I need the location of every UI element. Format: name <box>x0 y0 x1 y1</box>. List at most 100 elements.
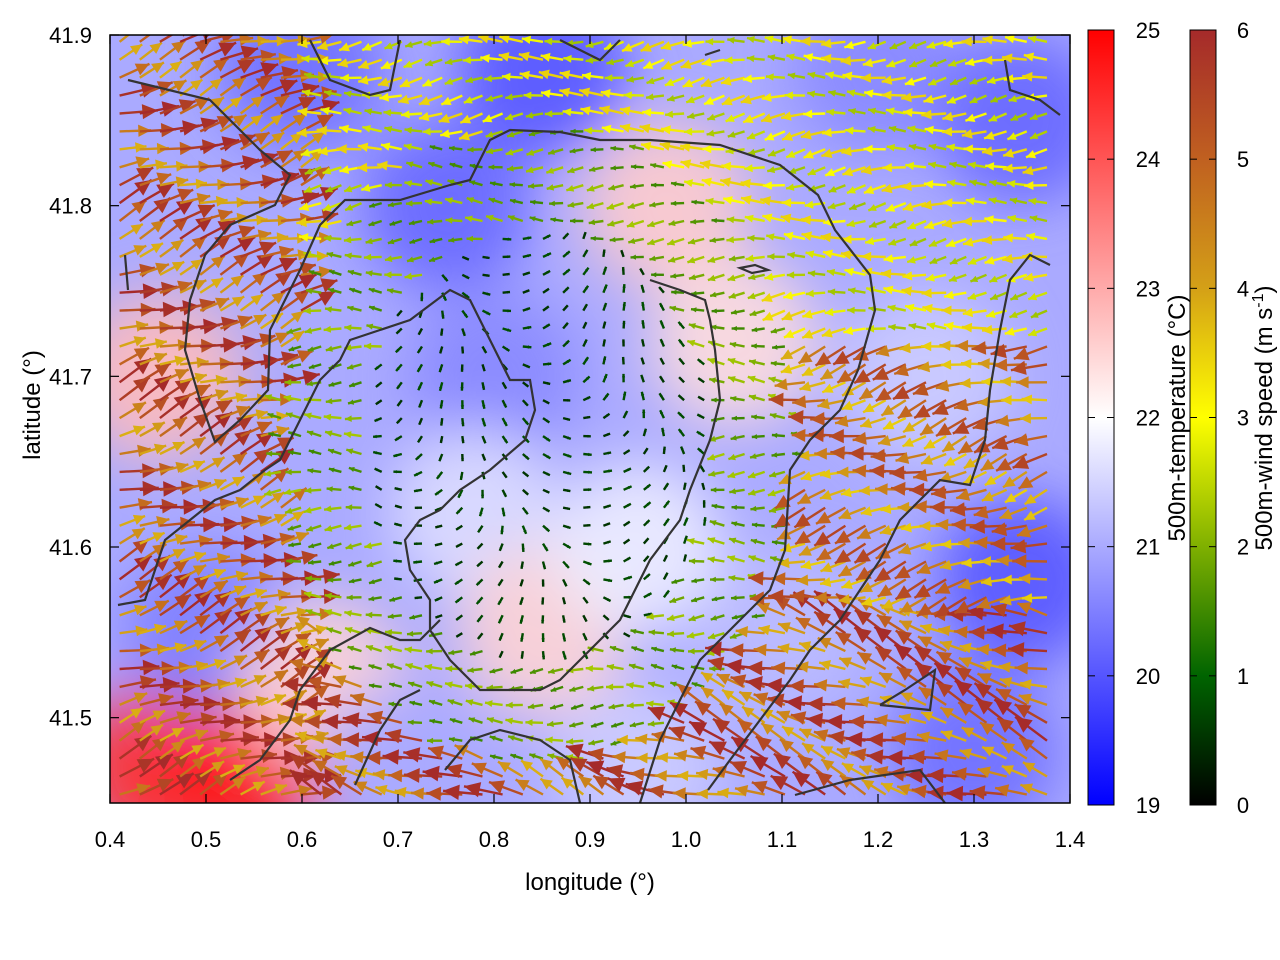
wind-arrow <box>448 237 463 243</box>
wind-arrow <box>523 91 544 100</box>
wind-arrow <box>507 215 524 223</box>
wind-arrow <box>476 632 484 640</box>
wind-arrow <box>387 237 403 245</box>
wind-arrow <box>460 382 464 391</box>
wind-arrow <box>538 69 564 80</box>
wind-arrow <box>542 417 551 424</box>
wind-arrow <box>353 780 383 796</box>
wind-arrow <box>550 685 564 693</box>
wind-arrow <box>438 453 444 462</box>
wind-arrow <box>368 287 383 294</box>
wind-arrow <box>497 578 504 587</box>
wind-arrow <box>219 628 252 653</box>
wind-arrow <box>481 364 486 372</box>
wind-arrow <box>219 763 246 778</box>
wind-arrow <box>346 594 362 601</box>
wind-arrow <box>334 765 362 778</box>
y-tick-label: 41.6 <box>49 535 92 560</box>
wind-arrow <box>422 127 443 136</box>
wind-arrow <box>159 739 186 760</box>
wind-arrow <box>179 755 207 778</box>
wind-arrow <box>289 769 322 796</box>
wind-arrow <box>199 478 227 491</box>
wind-arrow <box>507 735 524 742</box>
wind-arrow <box>562 506 571 511</box>
wind-arrow <box>482 112 504 123</box>
wind-arrow <box>159 368 190 384</box>
wind-arrow <box>394 577 402 581</box>
wind-arrow <box>260 232 289 243</box>
wind-arrow <box>303 506 322 514</box>
temperature-sample <box>110 291 243 462</box>
wind-arrow <box>501 399 508 409</box>
wind-arrow <box>300 113 334 133</box>
wind-arrow <box>200 374 228 386</box>
wind-arrow <box>407 719 423 726</box>
wind-arrow <box>388 701 402 707</box>
wind-arrow <box>481 399 486 409</box>
wind-arrow <box>303 307 322 315</box>
wind-arrow <box>562 232 570 240</box>
wind-arrow <box>393 470 402 474</box>
wind-arrow <box>519 614 524 625</box>
wind-arrow <box>325 398 342 405</box>
wind-arrow <box>366 323 382 330</box>
wind-arrow <box>338 124 362 134</box>
wind-arrow <box>139 693 174 707</box>
wind-arrow <box>542 234 552 240</box>
wind-arrow <box>406 630 423 637</box>
wind-arrow <box>489 181 503 187</box>
wind-arrow <box>445 217 463 224</box>
wind-arrow <box>368 578 383 585</box>
wind-arrow <box>348 485 362 491</box>
colorbar-tick-label: 6 <box>1237 18 1249 43</box>
wind-arrow <box>240 695 269 707</box>
wind-arrow <box>486 717 503 724</box>
wind-arrow <box>263 488 282 497</box>
colorbar-tick-label: 21 <box>1136 535 1160 560</box>
wind-arrow <box>460 400 465 410</box>
wind-arrow <box>219 295 245 312</box>
wind-arrow <box>464 215 483 223</box>
wind-arrow <box>159 440 186 456</box>
wind-arrow <box>501 417 508 427</box>
wind-arrow <box>461 417 465 427</box>
wind-arrow <box>435 614 443 619</box>
wind-arrow <box>501 345 511 352</box>
wind-arrow <box>404 272 423 280</box>
wind-arrow <box>529 199 544 205</box>
wind-arrow <box>260 270 293 294</box>
wind-arrow <box>542 470 551 477</box>
wind-arrow <box>522 289 530 294</box>
wind-arrow <box>368 305 383 312</box>
wind-arrow <box>476 560 484 568</box>
wind-arrow <box>118 199 147 222</box>
colorbar-tick-label: 1 <box>1237 664 1249 689</box>
wind-arrow <box>118 554 153 581</box>
wind-arrow <box>404 40 423 48</box>
wind-arrow <box>454 578 463 586</box>
wind-arrow <box>303 72 322 79</box>
wind-arrow <box>308 449 322 456</box>
wind-arrow <box>562 488 571 493</box>
wind-arrow <box>118 706 144 724</box>
wind-arrow <box>159 355 187 366</box>
wind-arrow <box>305 575 322 582</box>
wind-arrow <box>414 453 423 461</box>
wind-arrow <box>455 542 463 548</box>
y-tick-label: 41.7 <box>49 364 92 389</box>
x-axis-label: longitude (°) <box>525 869 655 896</box>
wind-arrow <box>562 452 572 459</box>
wind-arrow <box>448 649 463 656</box>
wind-arrow <box>348 287 362 294</box>
wind-arrow <box>539 757 564 778</box>
wind-arrow <box>481 309 491 316</box>
wind-arrow <box>280 288 311 312</box>
wind-arrow <box>240 571 273 584</box>
wind-arrow <box>396 381 403 390</box>
wind-arrow <box>383 109 402 117</box>
wind-arrow <box>439 346 444 354</box>
wind-arrow <box>303 412 322 420</box>
wind-arrow <box>220 748 252 760</box>
wind-arrow <box>440 417 444 426</box>
